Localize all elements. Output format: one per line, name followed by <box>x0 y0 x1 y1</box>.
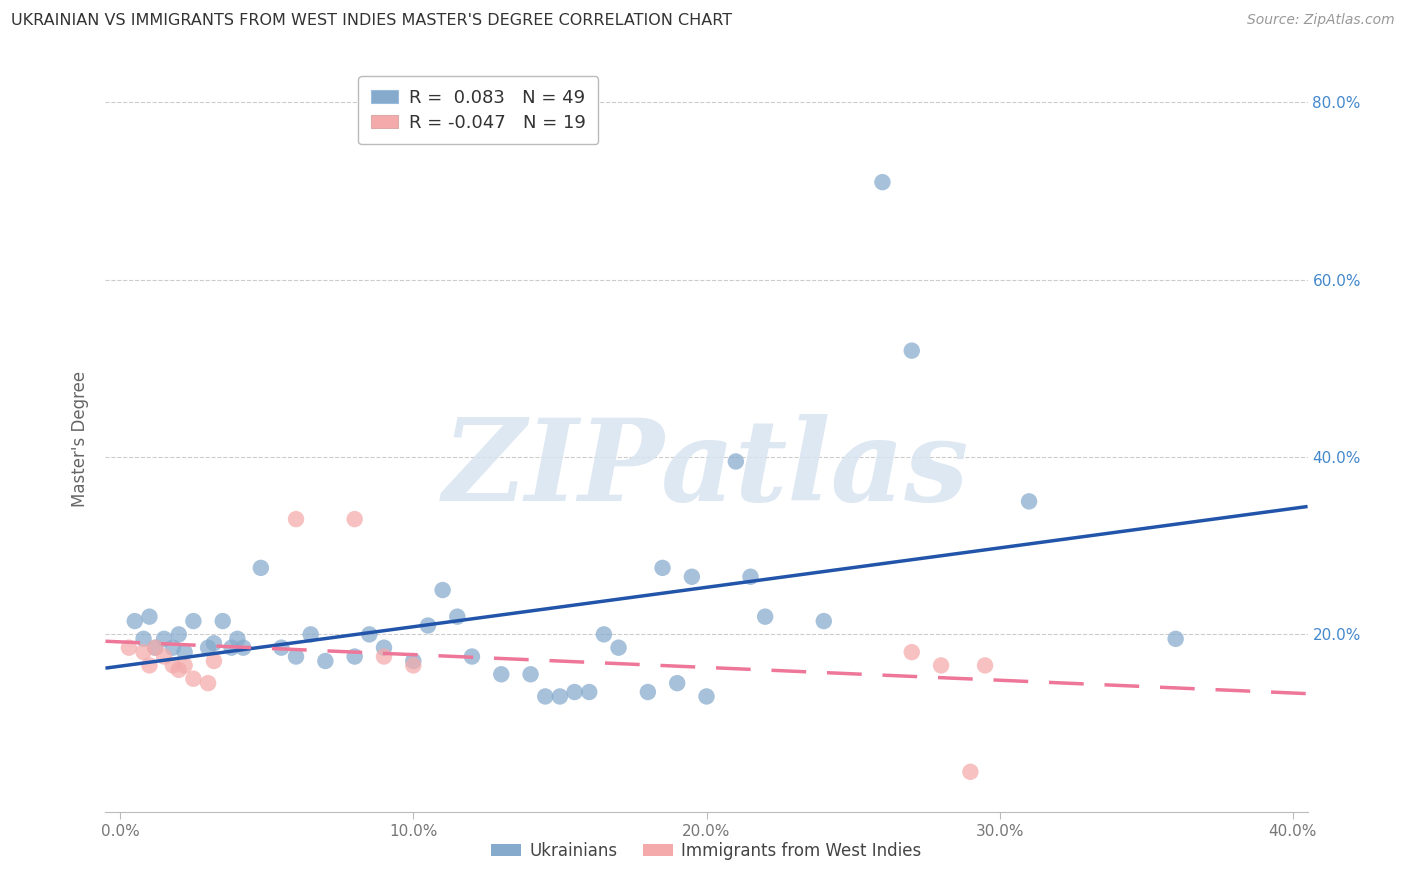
Point <box>519 667 541 681</box>
Point <box>167 663 190 677</box>
Point <box>143 640 166 655</box>
Point <box>813 614 835 628</box>
Point <box>1018 494 1040 508</box>
Point <box>343 649 366 664</box>
Point <box>173 645 195 659</box>
Point <box>118 640 141 655</box>
Point <box>491 667 513 681</box>
Point <box>578 685 600 699</box>
Point <box>872 175 894 189</box>
Point <box>359 627 381 641</box>
Point <box>250 561 273 575</box>
Point <box>446 609 468 624</box>
Point <box>343 512 366 526</box>
Point <box>162 640 184 655</box>
Text: ZIPatlas: ZIPatlas <box>443 414 970 524</box>
Point <box>724 454 747 468</box>
Point <box>651 561 673 575</box>
Point <box>173 658 195 673</box>
Point <box>143 640 166 655</box>
Point <box>740 570 762 584</box>
Point <box>974 658 997 673</box>
Point <box>197 676 219 690</box>
Point <box>183 614 205 628</box>
Point <box>153 649 176 664</box>
Point <box>929 658 952 673</box>
Point <box>270 640 292 655</box>
Point <box>432 582 454 597</box>
Point <box>900 343 922 358</box>
Point <box>299 627 322 641</box>
Point <box>202 654 225 668</box>
Point <box>221 640 243 655</box>
Point <box>197 640 219 655</box>
Point <box>138 609 160 624</box>
Point <box>416 618 439 632</box>
Point <box>202 636 225 650</box>
Point <box>211 614 233 628</box>
Point <box>666 676 689 690</box>
Point <box>138 658 160 673</box>
Point <box>607 640 630 655</box>
Point <box>637 685 659 699</box>
Point <box>373 640 395 655</box>
Point <box>183 672 205 686</box>
Point <box>285 512 308 526</box>
Text: Source: ZipAtlas.com: Source: ZipAtlas.com <box>1247 13 1395 28</box>
Point <box>754 609 776 624</box>
Point <box>226 632 249 646</box>
Point <box>461 649 484 664</box>
Point <box>1164 632 1187 646</box>
Point <box>959 764 981 779</box>
Point <box>534 690 557 704</box>
Point <box>900 645 922 659</box>
Point <box>402 654 425 668</box>
Point <box>132 632 155 646</box>
Point <box>124 614 146 628</box>
Point <box>285 649 308 664</box>
Point <box>232 640 254 655</box>
Point <box>548 690 571 704</box>
Point <box>564 685 586 699</box>
Point <box>167 627 190 641</box>
Point <box>681 570 703 584</box>
Point <box>593 627 616 641</box>
Point <box>314 654 336 668</box>
Legend: Ukrainians, Immigrants from West Indies: Ukrainians, Immigrants from West Indies <box>485 836 928 867</box>
Text: UKRAINIAN VS IMMIGRANTS FROM WEST INDIES MASTER'S DEGREE CORRELATION CHART: UKRAINIAN VS IMMIGRANTS FROM WEST INDIES… <box>11 13 733 29</box>
Point <box>402 658 425 673</box>
Y-axis label: Master's Degree: Master's Degree <box>72 371 90 508</box>
Point <box>373 649 395 664</box>
Point <box>696 690 718 704</box>
Point <box>162 658 184 673</box>
Point <box>153 632 176 646</box>
Point <box>132 645 155 659</box>
